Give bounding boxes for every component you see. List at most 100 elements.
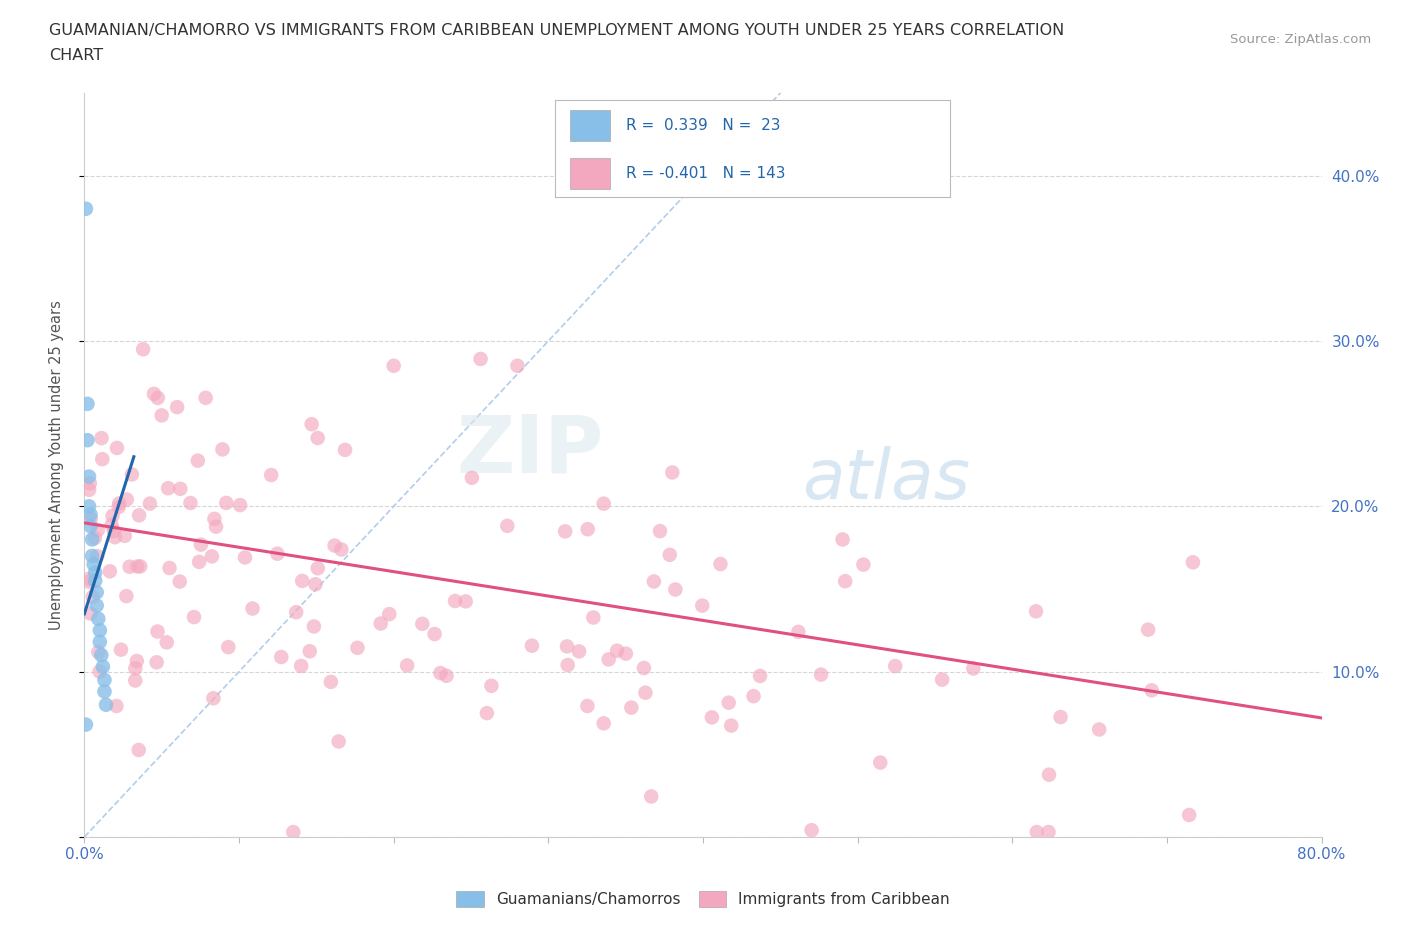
Point — [640, 789, 662, 804]
Point — [143, 387, 166, 402]
Point — [330, 542, 353, 557]
Point — [100, 518, 122, 533]
Point — [614, 646, 637, 661]
Point — [661, 465, 683, 480]
Point — [89, 623, 111, 638]
Point — [634, 685, 657, 700]
Point — [77, 469, 100, 484]
Point — [1025, 604, 1047, 618]
Point — [79, 519, 101, 534]
Point — [146, 624, 169, 639]
Point — [884, 658, 907, 673]
Point — [869, 755, 891, 770]
Point — [150, 408, 173, 423]
Point — [266, 546, 288, 561]
Point — [105, 698, 128, 713]
Point — [76, 432, 98, 447]
Point — [834, 574, 856, 589]
Point — [429, 666, 451, 681]
Point — [76, 396, 98, 411]
Point — [157, 481, 180, 496]
Point — [146, 391, 169, 405]
Point — [77, 574, 100, 589]
Point — [115, 492, 138, 507]
Point — [125, 654, 148, 669]
Point — [202, 512, 225, 526]
Point — [1025, 825, 1047, 840]
Point — [481, 678, 503, 693]
Point — [128, 742, 150, 757]
Text: CHART: CHART — [49, 48, 103, 63]
Point — [107, 499, 129, 514]
Point — [396, 658, 419, 673]
Point — [87, 644, 110, 659]
Point — [101, 509, 124, 524]
Point — [831, 532, 853, 547]
Point — [105, 441, 128, 456]
Point — [110, 643, 132, 658]
Point — [179, 496, 201, 511]
Point — [211, 442, 233, 457]
Point — [145, 655, 167, 670]
Point — [475, 706, 498, 721]
Point — [328, 734, 350, 749]
Point — [461, 471, 484, 485]
Point — [169, 482, 191, 497]
Point — [79, 606, 101, 621]
Point — [90, 431, 112, 445]
Point — [233, 550, 256, 565]
Point — [346, 641, 368, 656]
Point — [454, 594, 477, 609]
Legend: Guamanians/Chamorros, Immigrants from Caribbean: Guamanians/Chamorros, Immigrants from Ca… — [450, 884, 956, 913]
Point — [333, 443, 356, 458]
Point — [496, 518, 519, 533]
Point — [118, 559, 141, 574]
Text: GUAMANIAN/CHAMORRO VS IMMIGRANTS FROM CARIBBEAN UNEMPLOYMENT AMONG YOUTH UNDER 2: GUAMANIAN/CHAMORRO VS IMMIGRANTS FROM CA… — [49, 23, 1064, 38]
Point — [79, 507, 101, 522]
Point — [557, 658, 579, 672]
Point — [194, 391, 217, 405]
Point — [127, 559, 149, 574]
Point — [89, 664, 111, 679]
Point — [554, 524, 576, 538]
Point — [215, 496, 238, 511]
Point — [98, 564, 121, 578]
Point — [291, 574, 314, 589]
Point — [80, 512, 103, 526]
Point — [77, 571, 100, 586]
Point — [270, 649, 292, 664]
Point — [86, 598, 108, 613]
Point — [301, 417, 323, 432]
Point — [931, 672, 953, 687]
Text: ZIP: ZIP — [457, 411, 605, 489]
Point — [1038, 767, 1060, 782]
Y-axis label: Unemployment Among Youth under 25 years: Unemployment Among Youth under 25 years — [49, 300, 63, 630]
Point — [370, 616, 392, 631]
Point — [202, 691, 225, 706]
Point — [323, 538, 346, 553]
Point — [87, 611, 110, 626]
Point — [1088, 722, 1111, 737]
Point — [606, 644, 628, 658]
Point — [169, 574, 191, 589]
Point — [720, 718, 742, 733]
Point — [229, 498, 252, 512]
Point — [648, 524, 671, 538]
Point — [1178, 807, 1201, 822]
Point — [83, 557, 105, 572]
Point — [121, 467, 143, 482]
Point — [188, 554, 211, 569]
Point — [576, 698, 599, 713]
Point — [307, 431, 329, 445]
Point — [217, 640, 239, 655]
Point — [205, 519, 228, 534]
Point — [139, 496, 162, 511]
Point — [84, 573, 107, 588]
Point — [555, 639, 578, 654]
Point — [84, 530, 107, 545]
Point — [810, 667, 832, 682]
Point — [598, 652, 620, 667]
Point — [592, 716, 614, 731]
Point — [382, 358, 405, 373]
Point — [700, 710, 723, 724]
